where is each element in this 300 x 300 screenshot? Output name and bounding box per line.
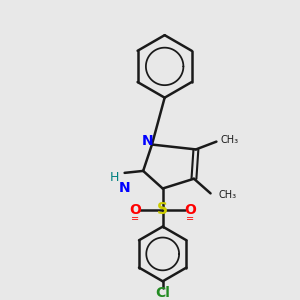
Text: O: O: [184, 203, 196, 217]
Text: CH₃: CH₃: [218, 190, 236, 200]
Text: N: N: [119, 182, 130, 196]
Text: O: O: [129, 203, 141, 217]
Text: N: N: [142, 134, 154, 148]
Text: =: =: [186, 214, 194, 224]
Text: H: H: [110, 171, 119, 184]
Text: S: S: [157, 202, 168, 217]
Text: Cl: Cl: [155, 286, 170, 300]
Text: =: =: [131, 214, 140, 224]
Text: CH₃: CH₃: [220, 135, 238, 145]
